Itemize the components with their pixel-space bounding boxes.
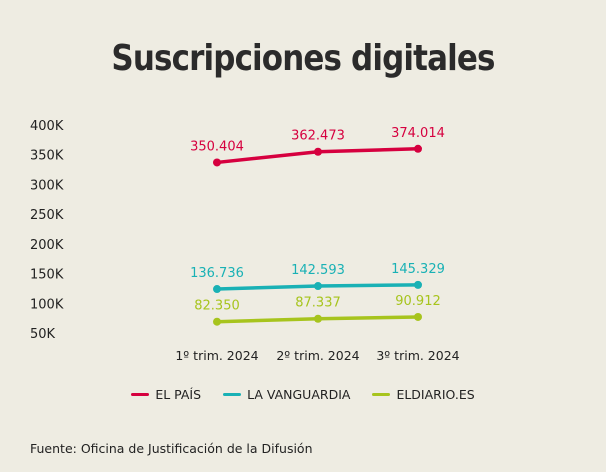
legend-label-la-vanguardia: LA VANGUARDIA bbox=[247, 387, 351, 402]
legend-item-el-pais: EL PAÍS bbox=[131, 387, 201, 402]
data-point bbox=[314, 314, 322, 323]
data-point bbox=[414, 312, 422, 321]
y-tick-label: 350K bbox=[30, 149, 64, 164]
data-label: 136.736 bbox=[190, 266, 244, 281]
y-tick-label: 150K bbox=[30, 268, 64, 283]
y-tick-label: 300K bbox=[30, 178, 64, 193]
legend-item-eldiario: ELDIARIO.ES bbox=[372, 387, 475, 402]
data-label: 142.593 bbox=[291, 263, 345, 278]
data-label: 90.912 bbox=[395, 294, 441, 309]
x-tick-label: 1º trim. 2024 bbox=[175, 348, 258, 363]
data-label: 87.337 bbox=[295, 296, 341, 311]
x-tick-label: 3º trim. 2024 bbox=[376, 348, 459, 363]
y-tick-label: 250K bbox=[30, 208, 64, 223]
legend-swatch-la-vanguardia bbox=[223, 393, 242, 396]
source-note: Fuente: Oficina de Justificación de la D… bbox=[30, 441, 313, 456]
legend-item-la-vanguardia: LA VANGUARDIA bbox=[223, 387, 350, 402]
y-tick-label: 50K bbox=[30, 327, 56, 342]
y-tick-label: 400K bbox=[30, 119, 64, 134]
data-point bbox=[213, 285, 221, 294]
data-label: 362.473 bbox=[291, 129, 345, 144]
legend-label-el-pais: EL PAÍS bbox=[155, 387, 202, 402]
x-tick-label: 2º trim. 2024 bbox=[276, 348, 359, 363]
data-point bbox=[314, 147, 322, 156]
data-point bbox=[414, 280, 422, 289]
data-label: 350.404 bbox=[190, 139, 244, 154]
data-label: 82.350 bbox=[194, 299, 240, 314]
data-point bbox=[213, 158, 221, 167]
chart-title: Suscripciones digitales bbox=[111, 38, 495, 79]
line-chart: 400K 350K 300K 250K 200K 150K 100K 50K 1º trim. … bbox=[30, 119, 460, 363]
data-label: 145.329 bbox=[391, 262, 445, 277]
data-point bbox=[314, 282, 322, 291]
legend-swatch-el-pais bbox=[131, 393, 150, 396]
data-label: 374.014 bbox=[391, 126, 445, 141]
data-point bbox=[213, 317, 221, 326]
legend-swatch-eldiario bbox=[372, 393, 391, 396]
y-tick-label: 200K bbox=[30, 238, 64, 253]
legend: EL PAÍS LA VANGUARDIA ELDIARIO.ES bbox=[0, 387, 606, 402]
y-tick-label: 100K bbox=[30, 297, 64, 312]
legend-label-eldiario: ELDIARIO.ES bbox=[396, 387, 475, 402]
data-point bbox=[414, 144, 422, 153]
